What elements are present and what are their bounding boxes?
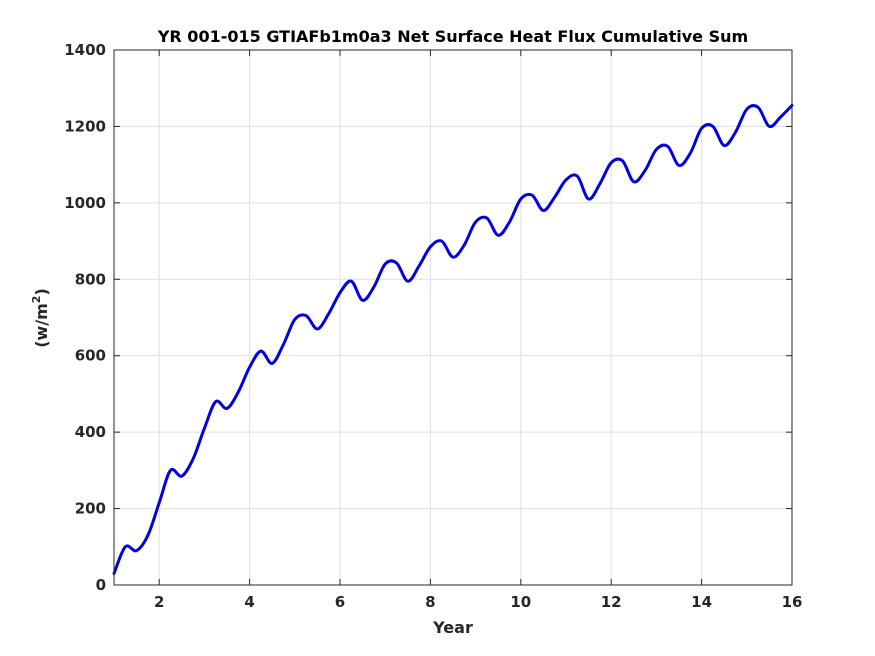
y-tick-label: 1400 (64, 41, 106, 59)
axes-box (113, 49, 793, 586)
y-tick-label: 200 (75, 500, 106, 518)
x-tick-label: 4 (244, 593, 254, 611)
y-tick-label: 0 (96, 576, 106, 594)
tick-marks (114, 49, 793, 586)
x-tick-label: 10 (510, 593, 531, 611)
x-tick-label: 12 (601, 593, 622, 611)
chart-title: YR 001-015 GTIAFb1m0a3 Net Surface Heat … (157, 27, 748, 46)
series-line (112, 103, 794, 575)
x-tick-label: 8 (425, 593, 435, 611)
y-tick-label: 400 (75, 423, 106, 441)
x-tick-label: 14 (691, 593, 712, 611)
x-tick-label: 6 (335, 593, 345, 611)
y-tick-label: 1200 (64, 117, 106, 135)
y-axis-label-text: (w/m (32, 303, 51, 348)
x-tick-label: 2 (154, 593, 164, 611)
y-tick-label: 1000 (64, 194, 106, 212)
y-tick-label: 600 (75, 347, 106, 365)
x-axis-label: Year (432, 618, 473, 637)
plot-area (114, 50, 792, 585)
x-tick-label: 16 (782, 593, 803, 611)
y-axis-label: (w/m2) (30, 288, 51, 348)
y-axis-label-superscript: 2 (30, 296, 43, 304)
y-tick-labels: 0 200 400 600 800 1000 1200 1400 (64, 41, 106, 594)
x-tick-labels: 2 4 6 8 10 12 14 16 (154, 593, 802, 611)
series-lines (112, 103, 794, 575)
y-tick-label: 800 (75, 270, 106, 288)
y-axis-label-close: ) (32, 288, 51, 295)
